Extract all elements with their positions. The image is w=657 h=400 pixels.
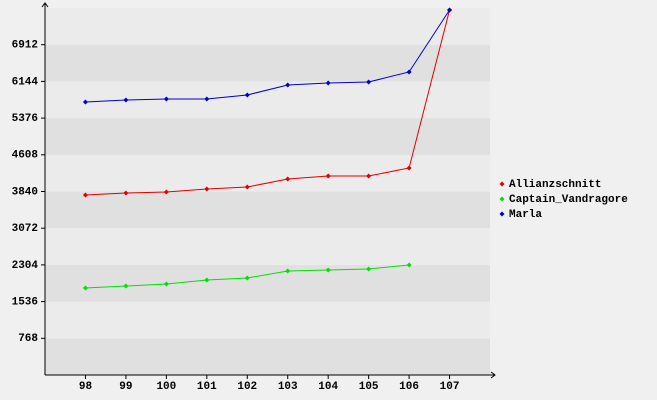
point-marker <box>366 173 372 179</box>
point-marker <box>123 283 129 289</box>
point-marker <box>366 266 372 272</box>
x-tick-label: 99 <box>119 381 132 393</box>
plot-band <box>45 264 490 302</box>
legend-marker <box>499 211 505 217</box>
y-tick-label: 6912 <box>12 40 38 52</box>
point-marker <box>285 82 291 88</box>
series-line <box>85 9 450 103</box>
point-marker <box>82 192 88 198</box>
point-marker <box>406 69 412 75</box>
y-axis-arrow <box>41 2 49 8</box>
point-marker <box>244 184 250 190</box>
plot-band <box>45 154 490 192</box>
point-marker <box>163 189 169 195</box>
point-marker <box>285 176 291 182</box>
legend-label: Marla <box>509 209 542 221</box>
point-marker <box>325 80 331 86</box>
point-marker <box>163 281 169 287</box>
point-marker <box>82 99 88 105</box>
series-line <box>85 9 451 196</box>
point-marker <box>366 79 372 85</box>
plot-band <box>45 8 490 45</box>
x-tick-label: 107 <box>440 381 460 393</box>
x-axis-arrow <box>490 371 496 379</box>
legend-marker <box>499 181 505 187</box>
y-tick-label: 6144 <box>12 76 39 88</box>
point-marker <box>406 165 412 171</box>
point-marker <box>406 262 412 268</box>
x-tick-label: 105 <box>359 381 379 393</box>
point-marker <box>285 268 291 274</box>
y-tick-label: 3072 <box>12 223 38 235</box>
plot-band <box>45 44 490 82</box>
plot-band <box>45 118 490 155</box>
point-marker <box>447 7 453 13</box>
y-tick-label: 2304 <box>12 260 39 272</box>
plot-band <box>45 191 490 229</box>
legend-label: Captain_Vandragore <box>509 194 628 206</box>
point-marker <box>244 275 250 281</box>
plot-band <box>45 81 490 119</box>
x-tick-label: 101 <box>197 381 217 393</box>
point-marker <box>325 173 331 179</box>
point-marker <box>204 96 210 102</box>
point-marker <box>204 186 210 192</box>
x-tick-label: 104 <box>318 381 338 393</box>
legend-marker <box>499 196 505 202</box>
point-marker <box>325 267 331 273</box>
y-tick-label: 5376 <box>12 113 38 125</box>
point-marker <box>163 96 169 102</box>
x-tick-label: 102 <box>237 381 257 393</box>
plot-band <box>45 301 490 339</box>
y-tick-label: 1536 <box>12 297 38 309</box>
point-marker <box>204 277 210 283</box>
point-marker <box>123 97 129 103</box>
point-marker <box>82 285 88 291</box>
plot-band <box>45 338 490 375</box>
point-marker <box>123 190 129 196</box>
x-tick-label: 103 <box>278 381 298 393</box>
y-tick-label: 4608 <box>12 150 39 162</box>
x-tick-label: 106 <box>399 381 419 393</box>
plot-band <box>45 228 490 265</box>
x-tick-label: 100 <box>156 381 176 393</box>
y-tick-label: 768 <box>18 333 38 345</box>
point-marker <box>244 92 250 98</box>
x-tick-label: 98 <box>79 381 93 393</box>
legend-label: Allianzschnitt <box>509 179 601 191</box>
y-tick-label: 3840 <box>12 186 38 198</box>
